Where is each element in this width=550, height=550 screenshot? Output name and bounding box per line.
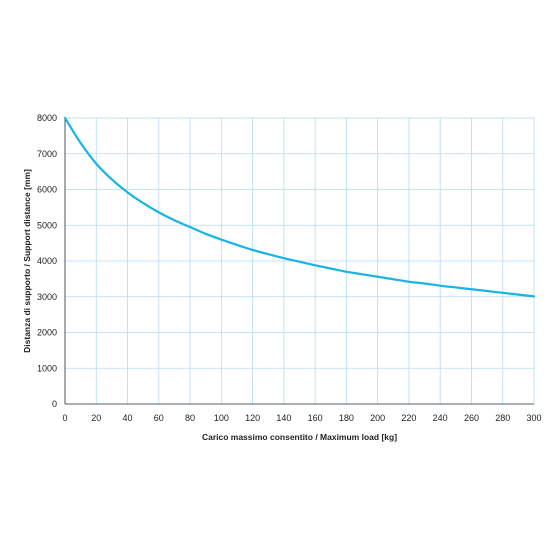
x-tick-label: 40 [123,413,133,423]
y-tick-label: 3000 [37,292,57,302]
y-tick-labels: 0 1000 2000 3000 4000 5000 6000 7000 8000 [37,113,57,409]
series-line-0 [63,116,536,298]
series-layer [63,116,536,298]
y-axis-label: Distanza di supporto / Support distance … [22,169,32,353]
x-tick-label: 100 [214,413,229,423]
y-tick-label: 1000 [37,363,57,373]
x-tick-label: 160 [308,413,323,423]
y-tick-label: 0 [52,399,57,409]
x-tick-label: 0 [62,413,67,423]
y-tick-label: 6000 [37,185,57,195]
x-tick-label: 300 [526,413,541,423]
x-tick-label: 180 [339,413,354,423]
x-tick-label: 140 [276,413,291,423]
y-tick-label: 8000 [37,113,57,123]
x-tick-label: 80 [185,413,195,423]
x-tick-label: 280 [495,413,510,423]
y-tick-label: 2000 [37,328,57,338]
y-tick-label: 7000 [37,149,57,159]
x-tick-label: 260 [464,413,479,423]
x-tick-labels: 0 20 40 60 80 100 120 140 160 180 200 220 240 260 280 3… [62,413,541,423]
x-tick-label: 120 [245,413,260,423]
x-tick-label: 20 [91,413,101,423]
x-tick-label: 200 [370,413,385,423]
x-tick-label: 60 [154,413,164,423]
x-axis-label: Carico massimo consentito / Maximum load… [202,432,397,442]
x-tick-label: 240 [433,413,448,423]
y-tick-label: 5000 [37,220,57,230]
x-tick-label: 220 [401,413,416,423]
y-tick-label: 4000 [37,256,57,266]
